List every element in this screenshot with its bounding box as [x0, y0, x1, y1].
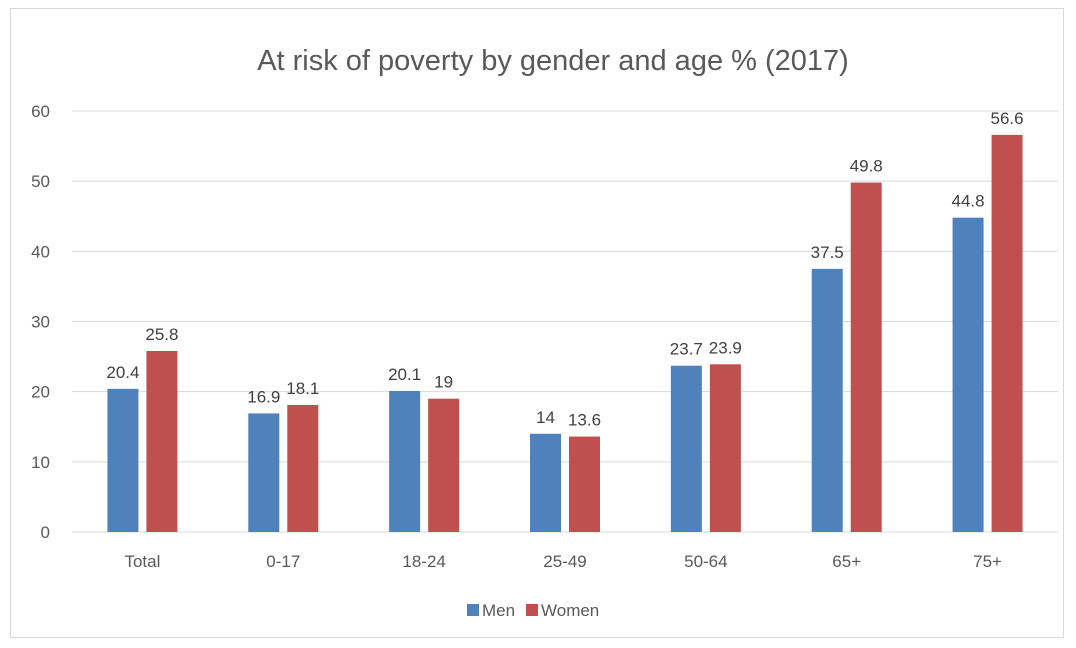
bar-women-50-64 — [709, 364, 741, 532]
legend-label-men: Men — [482, 601, 515, 620]
y-tick-label: 50 — [31, 172, 50, 191]
data-label: 20.4 — [106, 363, 139, 382]
x-axis: Total 0-17 18-24 25-49 50-64 65+ 75+ — [124, 552, 1002, 571]
y-tick-label: 60 — [31, 102, 50, 121]
chart-frame — [10, 8, 1064, 638]
legend-label-women: Women — [541, 601, 599, 620]
bar-men-total — [107, 388, 139, 532]
bar-men-25-49 — [530, 433, 561, 532]
bar-men-50-64 — [670, 365, 702, 532]
data-label: 56.6 — [991, 109, 1024, 128]
data-label: 44.8 — [952, 192, 985, 211]
y-tick-label: 40 — [31, 242, 50, 261]
data-label: 23.7 — [670, 340, 703, 359]
y-tick-label: 30 — [31, 313, 50, 332]
gridlines — [72, 110, 1058, 533]
x-tick-label: 18-24 — [402, 552, 445, 571]
y-tick-label: 0 — [41, 523, 50, 542]
x-tick-label: Total — [124, 552, 160, 571]
y-axis: 0 10 20 30 40 50 60 — [31, 102, 50, 542]
data-label: 19 — [434, 373, 453, 392]
bar-men-65+ — [811, 268, 843, 532]
y-tick-label: 20 — [31, 383, 50, 402]
data-label: 23.9 — [709, 338, 742, 357]
legend-swatch-men — [467, 604, 479, 616]
bar-women-0-17 — [287, 404, 319, 532]
bar-women-18-24 — [428, 398, 460, 532]
bar-women-65+ — [850, 182, 882, 532]
y-tick-label: 10 — [31, 453, 50, 472]
legend-swatch-women — [526, 604, 538, 616]
x-tick-label: 65+ — [832, 552, 861, 571]
x-tick-label: 50-64 — [684, 552, 727, 571]
x-tick-label: 75+ — [973, 552, 1002, 571]
bar-men-18-24 — [389, 390, 421, 532]
data-labels: 20.4 25.8 16.9 18.1 20.1 19 14 13.6 23.7 23.9 37.5… — [106, 109, 1023, 430]
bar-women-25-49 — [569, 436, 600, 532]
bar-men-0-17 — [248, 413, 280, 532]
bar-women-75+ — [991, 134, 1023, 532]
x-tick-label: 25-49 — [543, 552, 586, 571]
data-label: 37.5 — [811, 243, 844, 262]
chart-title: At risk of poverty by gender and age % (… — [257, 45, 849, 77]
data-label: 16.9 — [247, 387, 280, 406]
data-label: 18.1 — [286, 379, 319, 398]
legend: Men Women — [467, 601, 599, 620]
data-label: 13.6 — [568, 411, 601, 430]
bars — [107, 134, 1023, 533]
bar-women-total — [146, 350, 178, 532]
data-label: 14 — [536, 408, 555, 427]
data-label: 25.8 — [145, 325, 178, 344]
x-tick-label: 0-17 — [266, 552, 300, 571]
data-label: 49.8 — [850, 157, 883, 176]
data-label: 20.1 — [388, 365, 421, 384]
bar-men-75+ — [952, 217, 984, 533]
